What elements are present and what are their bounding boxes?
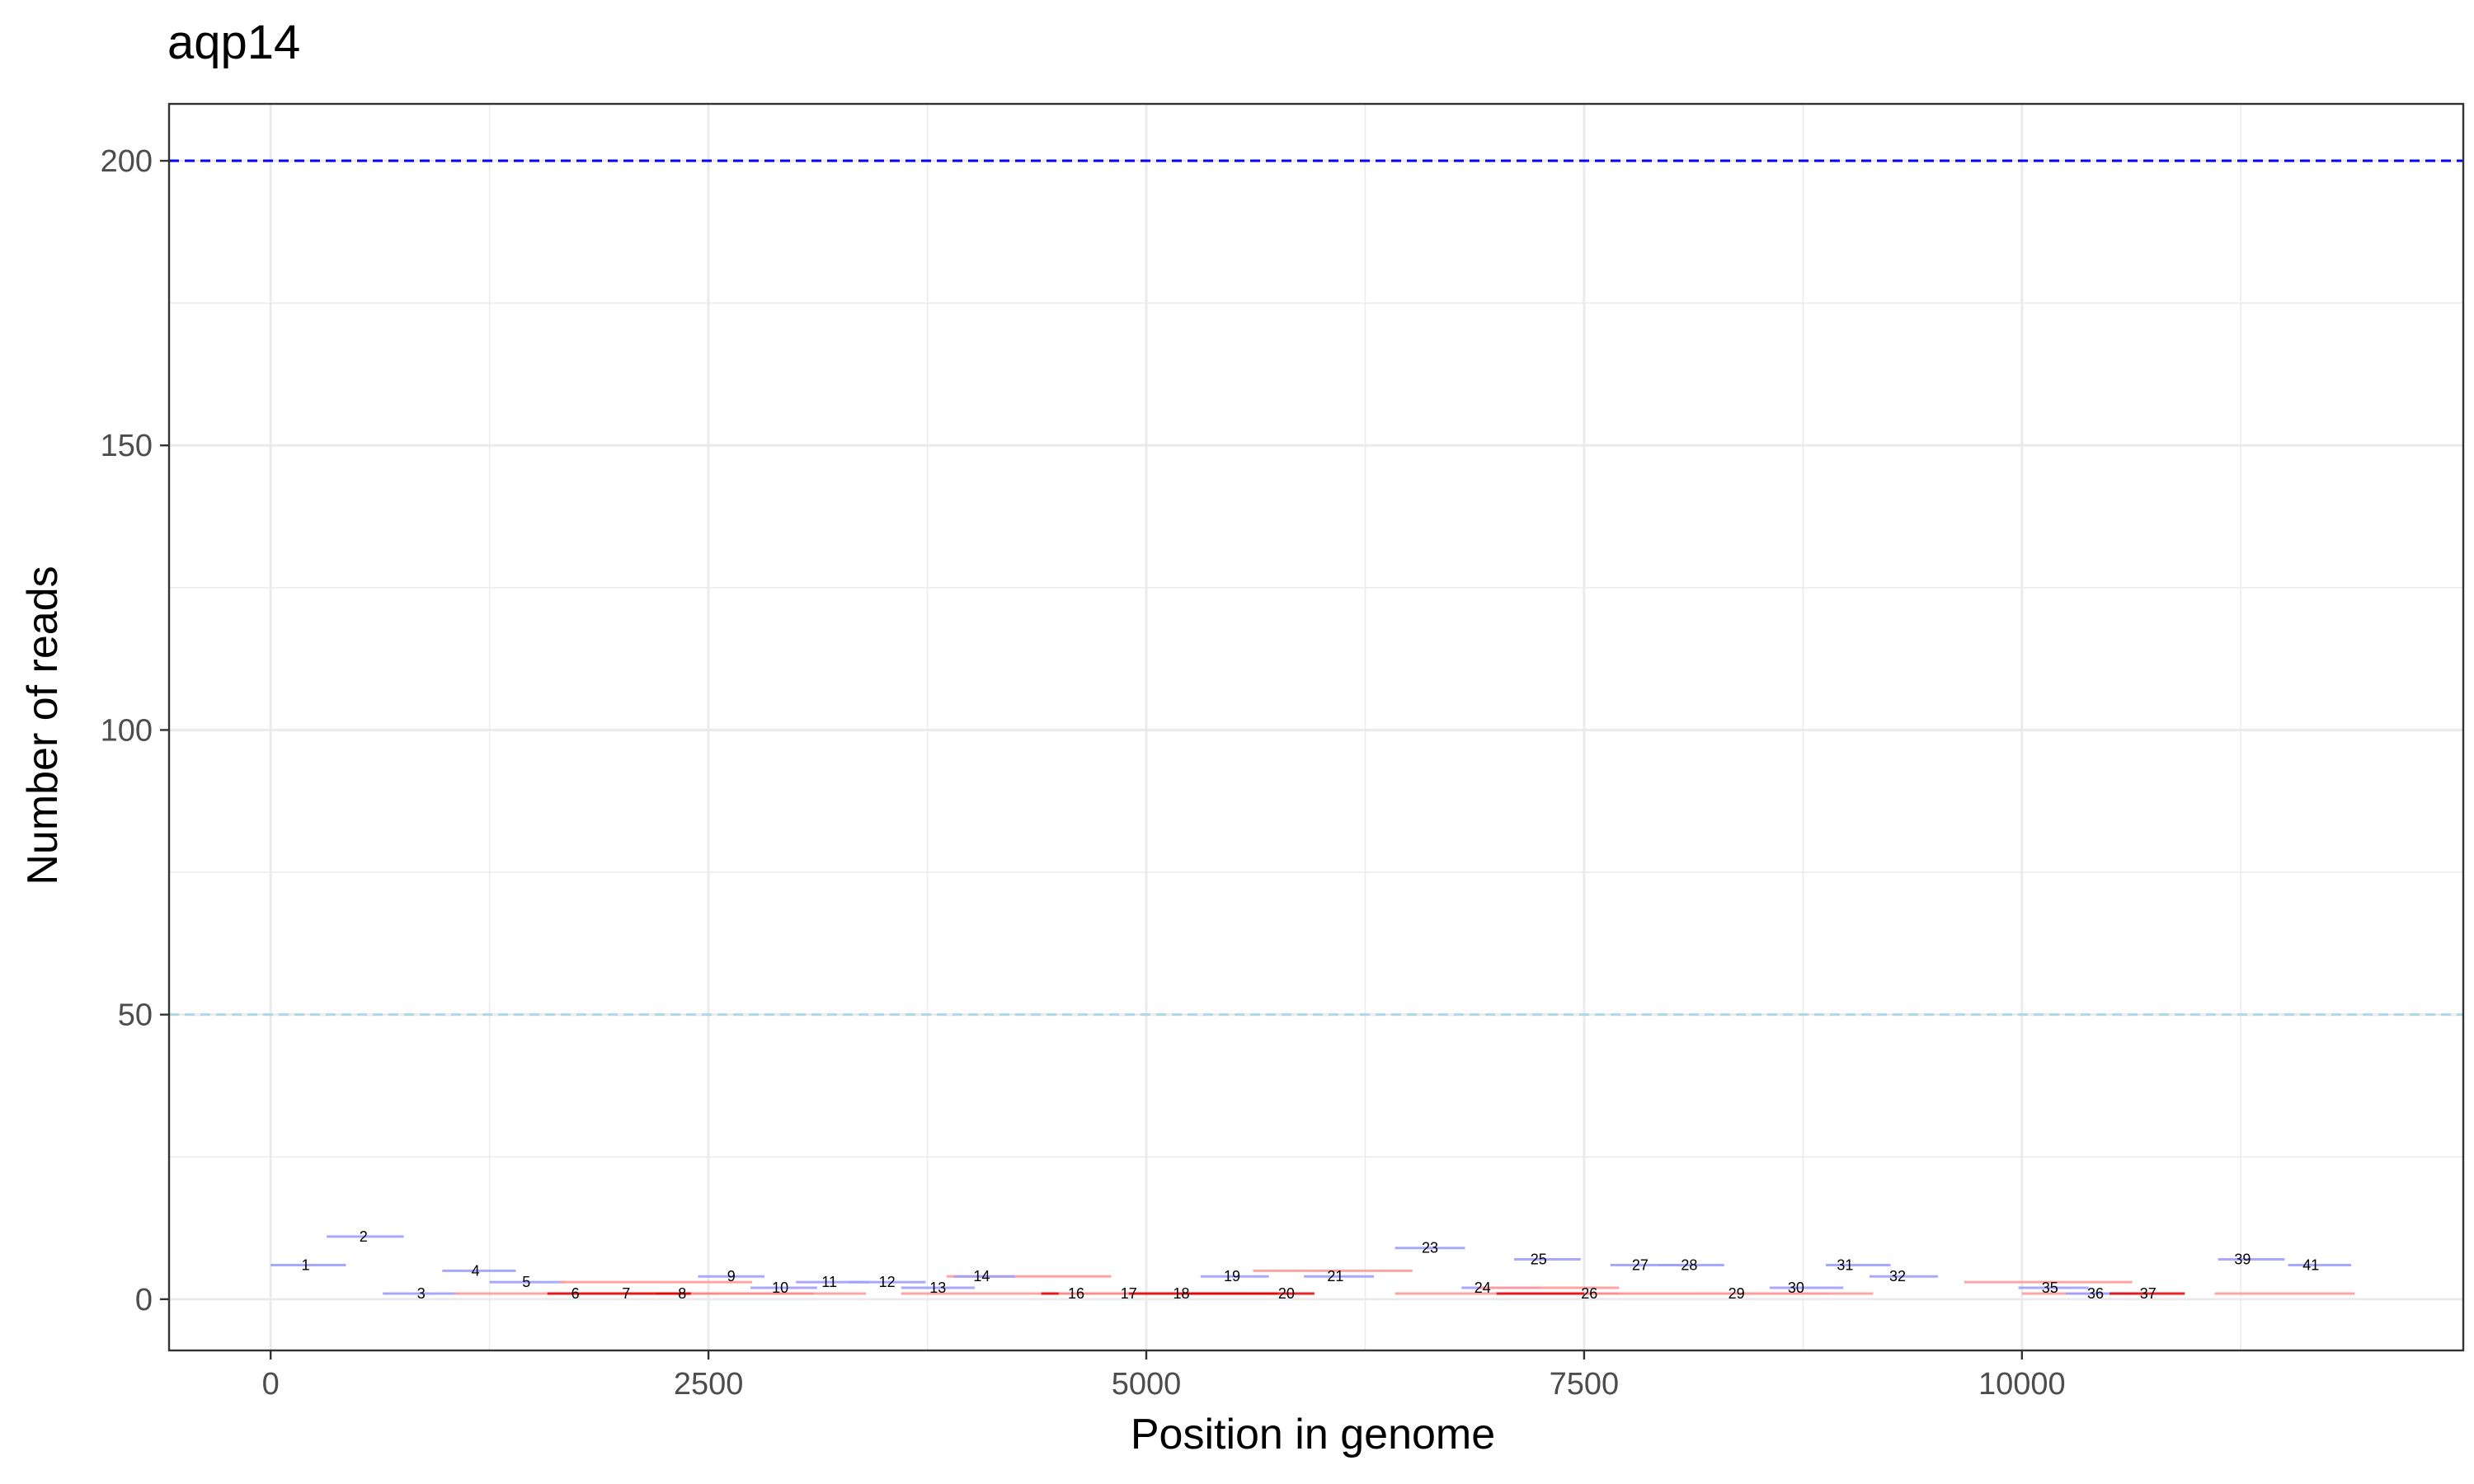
segment-label: 30 xyxy=(1788,1280,1804,1296)
segment-label: 27 xyxy=(1632,1256,1649,1273)
segment-label: 24 xyxy=(1475,1280,1491,1296)
segment-label: 4 xyxy=(472,1262,480,1279)
x-tick-label: 7500 xyxy=(1550,1367,1620,1402)
plot-background xyxy=(169,104,2463,1350)
segment-label: 20 xyxy=(1278,1285,1295,1302)
y-tick-label: 0 xyxy=(135,1283,153,1317)
segment-label: 41 xyxy=(2302,1256,2319,1273)
segment-label: 3 xyxy=(417,1285,426,1302)
y-tick-label: 100 xyxy=(101,713,153,748)
segment-label: 35 xyxy=(2042,1280,2058,1296)
segment-label: 14 xyxy=(973,1268,990,1284)
segment-label: 12 xyxy=(879,1274,896,1290)
segment-label: 21 xyxy=(1327,1268,1343,1284)
y-axis: 0 50 100 150 200 xyxy=(101,144,169,1317)
segment-label: 5 xyxy=(522,1274,530,1290)
segment-label: 37 xyxy=(2140,1285,2157,1302)
x-axis: 0 2500 5000 7500 10000 xyxy=(262,1350,2066,1402)
y-tick-label: 200 xyxy=(101,144,153,179)
segment-label: 31 xyxy=(1837,1256,1853,1273)
segment-label: 13 xyxy=(929,1280,946,1296)
segment-label: 28 xyxy=(1681,1256,1697,1273)
segment-label: 23 xyxy=(1422,1240,1438,1256)
segment-label: 17 xyxy=(1121,1285,1137,1302)
segment-label: 10 xyxy=(772,1280,788,1296)
segment-label: 29 xyxy=(1729,1285,1745,1302)
segment-label: 25 xyxy=(1531,1252,1547,1268)
segment-label: 1 xyxy=(302,1256,310,1273)
segment-label: 36 xyxy=(2087,1285,2104,1302)
segment-label: 26 xyxy=(1581,1285,1597,1302)
segment-label: 2 xyxy=(360,1228,368,1245)
segment-label: 32 xyxy=(1889,1268,1906,1284)
segment-label: 16 xyxy=(1068,1285,1084,1302)
segment-label: 9 xyxy=(727,1268,736,1284)
segment-label: 6 xyxy=(571,1285,580,1302)
x-tick-label: 5000 xyxy=(1112,1367,1182,1402)
x-tick-label: 2500 xyxy=(674,1367,744,1402)
y-tick-label: 150 xyxy=(101,429,153,463)
segment-label: 19 xyxy=(1224,1268,1240,1284)
x-tick-label: 10000 xyxy=(1978,1367,2066,1402)
segment-label: 11 xyxy=(821,1274,837,1290)
y-tick-label: 50 xyxy=(118,998,153,1033)
segment-label: 39 xyxy=(2234,1252,2251,1268)
x-tick-label: 0 xyxy=(262,1367,280,1402)
segment-label: 7 xyxy=(622,1285,630,1302)
segment-label: 18 xyxy=(1173,1285,1189,1302)
segment-label: 8 xyxy=(678,1285,686,1302)
